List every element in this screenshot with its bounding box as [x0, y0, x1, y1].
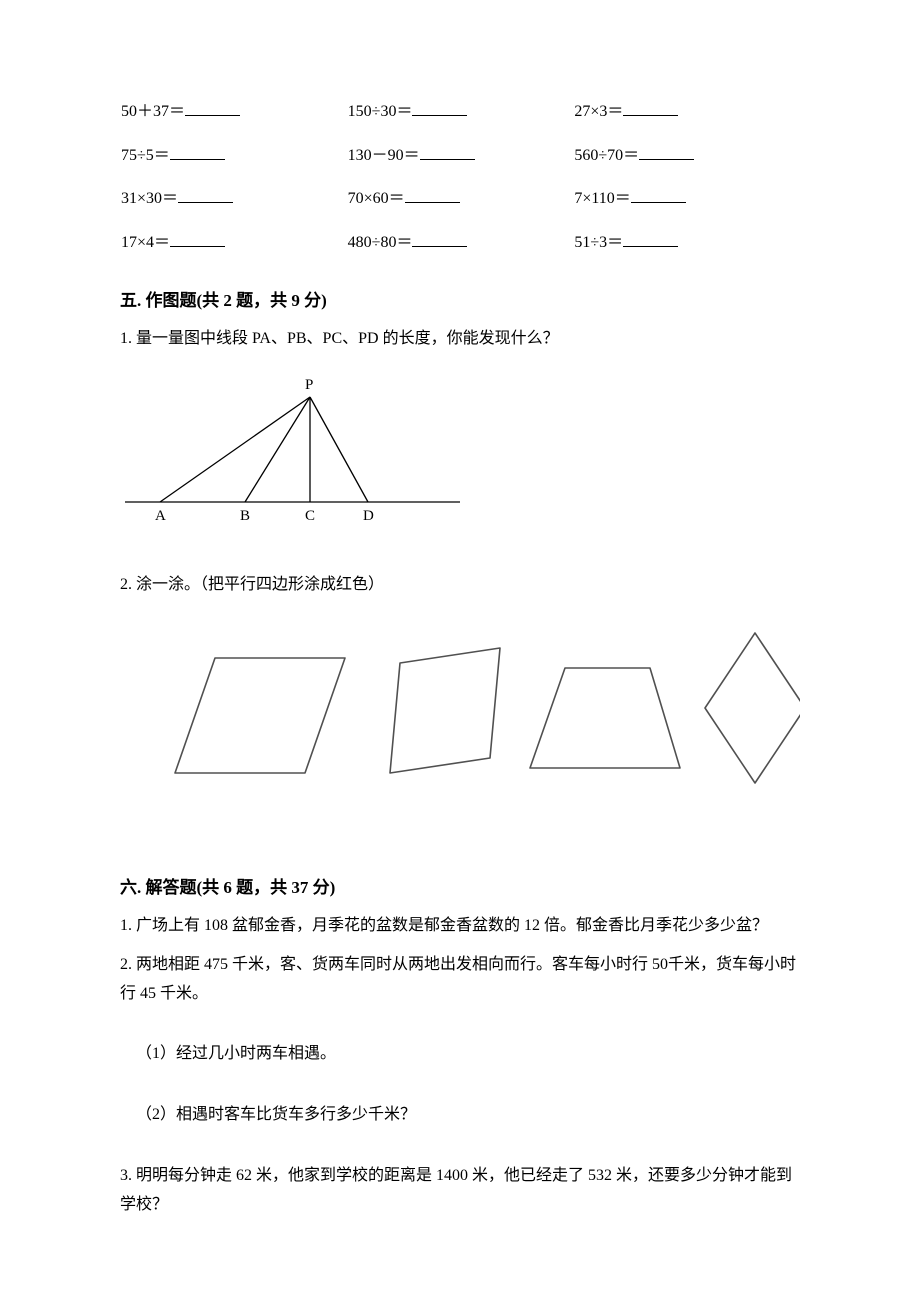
- triangle-diagram: P A B C D: [120, 372, 465, 542]
- calc-cell: 480÷80＝: [347, 221, 574, 265]
- shapes-diagram: [120, 618, 800, 798]
- trapezoid: [530, 668, 680, 768]
- sec6-q3: 3. 明明每分钟走 62 米，他家到学校的距离是 1400 米，他已经走了 53…: [120, 1162, 800, 1220]
- svg-text:B: B: [240, 508, 250, 524]
- answer-blank: [623, 101, 678, 116]
- answer-blank: [639, 145, 694, 160]
- calc-expr: 27×3＝: [574, 103, 623, 120]
- calc-expr: 150÷30＝: [348, 103, 413, 120]
- svg-text:P: P: [305, 377, 313, 393]
- calc-table: 50＋37＝ 150÷30＝ 27×3＝ 75÷5＝ 130－90＝ 560÷70＝ 31×…: [120, 90, 800, 264]
- answer-blank: [412, 232, 467, 247]
- calc-expr: 17×4＝: [121, 234, 170, 251]
- calc-row: 50＋37＝ 150÷30＝ 27×3＝: [120, 90, 800, 134]
- calc-row: 17×4＝ 480÷80＝ 51÷3＝: [120, 221, 800, 265]
- calc-cell: 70×60＝: [347, 177, 574, 221]
- calc-expr: 31×30＝: [121, 190, 178, 207]
- calc-cell: 31×30＝: [120, 177, 347, 221]
- parallelogram: [175, 658, 345, 773]
- sec6-q2a: （1）经过几小时两车相遇。: [120, 1040, 800, 1069]
- calc-cell: 130－90＝: [347, 134, 574, 178]
- calc-cell: 17×4＝: [120, 221, 347, 265]
- calc-cell: 150÷30＝: [347, 90, 574, 134]
- calc-expr: 480÷80＝: [348, 234, 413, 251]
- answer-blank: [178, 189, 233, 204]
- calc-cell: 51÷3＝: [573, 221, 800, 265]
- svg-text:A: A: [155, 508, 166, 524]
- rhombus: [705, 633, 800, 783]
- sec5-q2: 2. 涂一涂。（把平行四边形涂成红色）: [120, 571, 800, 600]
- calc-cell: 50＋37＝: [120, 90, 347, 134]
- sec6-q2b: （2）相遇时客车比货车多行多少千米？: [120, 1101, 800, 1130]
- calc-expr: 51÷3＝: [574, 234, 623, 251]
- answer-blank: [623, 232, 678, 247]
- calc-expr: 7×110＝: [574, 190, 630, 207]
- parallelogram-tilt: [390, 648, 500, 773]
- sec5-figure1: P A B C D: [120, 372, 800, 547]
- answer-blank: [405, 189, 460, 204]
- calc-row: 75÷5＝ 130－90＝ 560÷70＝: [120, 134, 800, 178]
- answer-blank: [420, 145, 475, 160]
- calc-cell: 27×3＝: [573, 90, 800, 134]
- calc-cell: 560÷70＝: [573, 134, 800, 178]
- sec6-q1: 1. 广场上有 108 盆郁金香，月季花的盆数是郁金香盆数的 12 倍。郁金香比…: [120, 912, 800, 941]
- answer-blank: [185, 101, 240, 116]
- sec6-q2-intro: 2. 两地相距 475 千米，客、货两车同时从两地出发相向而行。客车每小时行 5…: [120, 951, 800, 1009]
- sec5-q1: 1. 量一量图中线段 PA、PB、PC、PD 的长度，你能发现什么？: [120, 325, 800, 354]
- section5-heading: 五. 作图题(共 2 题，共 9 分): [120, 286, 800, 311]
- calc-cell: 75÷5＝: [120, 134, 347, 178]
- calc-expr: 70×60＝: [348, 190, 405, 207]
- calc-expr: 75÷5＝: [121, 147, 170, 164]
- answer-blank: [170, 232, 225, 247]
- sec5-figure2: [120, 618, 800, 803]
- calc-row: 31×30＝ 70×60＝ 7×110＝: [120, 177, 800, 221]
- section6-heading: 六. 解答题(共 6 题，共 37 分): [120, 873, 800, 898]
- calc-expr: 50＋37＝: [121, 103, 185, 120]
- answer-blank: [170, 145, 225, 160]
- svg-text:C: C: [305, 508, 315, 524]
- calc-cell: 7×110＝: [573, 177, 800, 221]
- calc-expr: 130－90＝: [348, 147, 420, 164]
- calc-body: 50＋37＝ 150÷30＝ 27×3＝ 75÷5＝ 130－90＝ 560÷70＝ 31×…: [120, 90, 800, 264]
- answer-blank: [412, 101, 467, 116]
- svg-text:D: D: [363, 508, 374, 524]
- answer-blank: [631, 189, 686, 204]
- calc-expr: 560÷70＝: [574, 147, 639, 164]
